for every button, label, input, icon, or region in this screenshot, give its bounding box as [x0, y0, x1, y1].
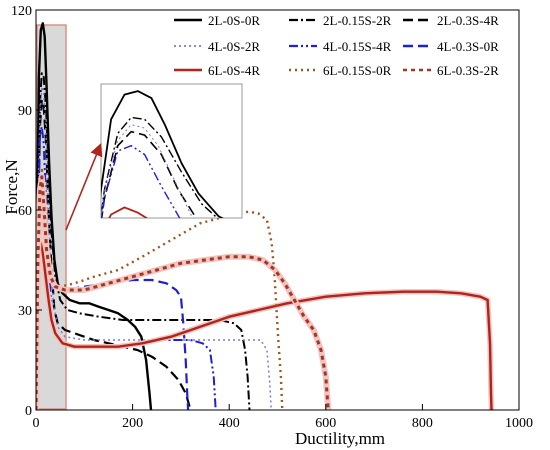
legend-label-1: 2L-0.15S-2R	[323, 13, 392, 28]
series-halo-6	[36, 240, 495, 410]
x-tick-label-3: 600	[315, 416, 336, 431]
inset-line-6	[108, 206, 149, 218]
legend-label-2: 2L-0.3S-4R	[437, 13, 499, 28]
inset-layer	[101, 90, 224, 218]
y-axis-title: Force,N	[2, 159, 21, 214]
inset-line-2	[101, 130, 198, 218]
legend-label-5: 4L-0.3S-0R	[437, 39, 499, 54]
inset-line-0	[101, 90, 224, 218]
inset-line-1	[101, 116, 219, 218]
series-line-8	[36, 175, 330, 410]
y-tick-label-0: 0	[25, 404, 32, 419]
legend-label-0: 2L-0S-0R	[208, 13, 260, 28]
legend-label-6: 6L-0S-4R	[208, 63, 260, 78]
legend: 2L-0S-0R 2L-0.15S-2R 2L-0.3S-4R 4L-0S-2R 4L-…	[174, 13, 499, 78]
series-line-3	[36, 85, 272, 410]
y-tick-label-1: 30	[18, 304, 32, 319]
series-line-1	[36, 72, 251, 410]
legend-label-4: 4L-0.15S-4R	[323, 39, 392, 54]
x-tick-label-5: 1000	[505, 416, 533, 431]
x-tick-label-1: 200	[122, 416, 143, 431]
x-tick-label-2: 400	[219, 416, 240, 431]
inset-line-4	[101, 144, 181, 218]
series-line-2	[36, 98, 192, 410]
y-tick-label-4: 120	[11, 4, 32, 19]
series-line-6	[36, 242, 493, 410]
y-tick-label-2: 60	[18, 204, 32, 219]
series-layer	[36, 22, 495, 410]
y-tick-label-3: 90	[18, 104, 32, 119]
series-line-0	[36, 22, 153, 410]
inset-frame	[100, 83, 243, 219]
x-tick-label-0: 0	[33, 416, 40, 431]
legend-label-8: 6L-0.3S-2R	[437, 63, 499, 78]
inset-arrow	[65, 143, 103, 231]
legend-label-7: 6L-0.15S-0R	[323, 63, 392, 78]
series-line-4	[36, 125, 217, 410]
ticks-layer: 0 200 400 600 800 1000 0 30 60 90 120	[11, 4, 533, 431]
x-tick-label-4: 800	[412, 416, 433, 431]
x-axis-title: Ductility,mm	[295, 429, 385, 448]
legend-label-3: 4L-0S-2R	[208, 39, 260, 54]
